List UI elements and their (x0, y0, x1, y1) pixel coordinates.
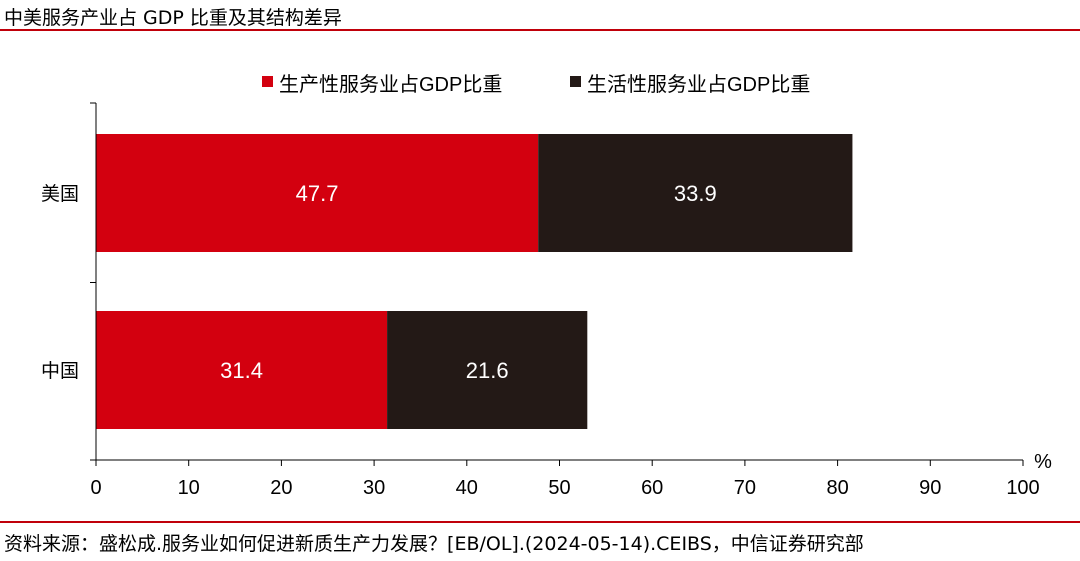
x-tick-label: 60 (641, 477, 663, 499)
legend-swatch (570, 76, 581, 87)
bar-segment (387, 311, 588, 429)
x-tick-label: 40 (456, 477, 478, 499)
stacked-bar-chart: 生产性服务业占GDP比重 生活性服务业占GDP比重 47.7 33.9 美国 31.4 21… (41, 73, 1052, 499)
category-label: 中国 (41, 360, 79, 382)
data-label: 31.4 (220, 358, 263, 383)
bar-segment (538, 134, 853, 252)
x-tick-label: 50 (548, 477, 570, 499)
source-divider (0, 521, 1080, 523)
chart-title: 中美服务产业占 GDP 比重及其结构差异 (4, 7, 342, 29)
data-label: 33.9 (674, 181, 717, 206)
legend-swatch (262, 76, 273, 87)
x-tick-label: 90 (919, 477, 941, 499)
x-tick-label: 30 (363, 477, 385, 499)
x-tick-label: 10 (178, 477, 200, 499)
legend-label: 生活性服务业占GDP比重 (587, 73, 810, 96)
data-label: 21.6 (466, 358, 509, 383)
category-label: 美国 (41, 183, 79, 205)
x-tick-label: 20 (270, 477, 292, 499)
legend-label: 生产性服务业占GDP比重 (279, 73, 502, 96)
x-tick-label: 70 (734, 477, 756, 499)
source-note: 资料来源：盛松成.服务业如何促进新质生产力发展？[EB/OL].(2024-05… (4, 533, 864, 555)
title-divider (0, 29, 1080, 31)
bar-segment (96, 311, 388, 429)
x-tick-label: 0 (90, 477, 101, 499)
bar-segment (96, 134, 539, 252)
x-unit-label: % (1034, 451, 1052, 473)
x-tick-label: 80 (826, 477, 848, 499)
data-label: 47.7 (296, 181, 339, 206)
x-tick-label: 100 (1006, 477, 1039, 499)
